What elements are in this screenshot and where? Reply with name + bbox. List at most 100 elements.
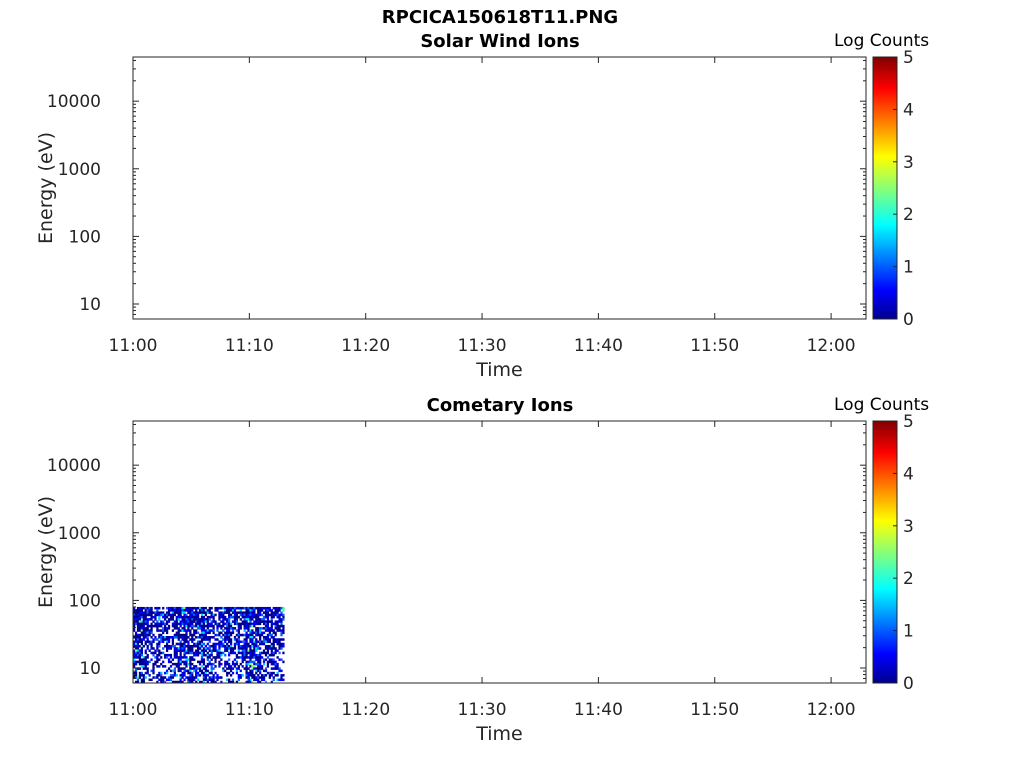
spectrogram-cell xyxy=(144,629,147,632)
spectrogram-cell xyxy=(229,674,233,677)
spectrogram-cell xyxy=(245,674,248,677)
spectrogram-cell xyxy=(251,636,254,639)
spectrogram-cell xyxy=(169,618,173,621)
spectrogram-cell xyxy=(196,620,200,623)
spectrogram-cell xyxy=(218,613,221,617)
spectrogram-cell xyxy=(251,656,254,659)
spectrogram-cell xyxy=(220,613,223,617)
spectrogram-cell xyxy=(138,609,142,612)
spectrogram-cell xyxy=(195,644,198,648)
spectrogram-cell xyxy=(193,633,196,637)
spectrogram-cell xyxy=(220,631,223,635)
spectrogram-cell xyxy=(210,606,213,610)
spectrogram-cell xyxy=(136,676,140,679)
spectrogram-cell xyxy=(270,647,273,650)
spectrogram-cell xyxy=(237,615,240,619)
spectrogram-cell xyxy=(259,622,262,626)
spectrogram-cell xyxy=(214,680,217,683)
spectrogram-cell xyxy=(245,676,248,679)
spectrogram-cell xyxy=(249,631,252,635)
spectrogram-cell xyxy=(228,678,231,682)
spectrogram-cell xyxy=(278,624,281,628)
spectrogram-cell xyxy=(169,676,173,679)
spectrogram-cell xyxy=(133,642,136,646)
spectrogram-cell xyxy=(169,647,173,650)
spectrogram-cell xyxy=(237,651,240,655)
spectrogram-cell xyxy=(214,620,217,623)
spectrogram-cell xyxy=(212,631,215,635)
spectrogram-cell xyxy=(154,618,157,621)
spectrogram-cell xyxy=(266,633,270,637)
spectrogram-cell xyxy=(179,611,182,614)
spectrogram-cell xyxy=(245,613,248,617)
spectrogram-cell xyxy=(247,671,250,675)
y-tick-label: 10 xyxy=(79,659,101,679)
spectrogram-cell xyxy=(162,627,165,630)
spectrogram-cell xyxy=(183,660,186,664)
spectrogram-cell xyxy=(249,620,252,623)
spectrogram-cell xyxy=(183,627,186,630)
spectrogram-cell xyxy=(193,644,196,648)
spectrogram-cell xyxy=(185,609,188,612)
spectrogram-cell xyxy=(142,615,145,619)
y-tick-label: 10000 xyxy=(47,92,101,112)
colorbar-tick-label: 0 xyxy=(903,310,914,330)
spectrogram-cell xyxy=(276,640,279,644)
spectrogram-cell xyxy=(241,613,244,617)
spectrogram-cell xyxy=(214,649,217,652)
spectrogram-cell xyxy=(140,662,143,666)
spectrogram-cell xyxy=(160,656,163,659)
spectrogram-cell xyxy=(189,665,192,668)
spectrogram-cell xyxy=(158,678,161,682)
spectrogram-cell xyxy=(191,640,194,644)
spectrogram-cell xyxy=(272,642,275,646)
spectrogram-cell xyxy=(193,618,196,621)
spectrogram-cell xyxy=(233,611,237,614)
spectrogram-cell xyxy=(171,638,175,641)
spectrogram-cell xyxy=(251,667,254,670)
spectrogram-cell xyxy=(257,618,260,621)
spectrogram-cell xyxy=(136,606,140,610)
spectrogram-cell xyxy=(255,678,258,682)
spectrogram-cell xyxy=(220,644,223,648)
spectrogram-cell xyxy=(162,611,165,614)
spectrogram-cell xyxy=(276,649,279,652)
spectrogram-cell xyxy=(164,615,167,619)
spectrogram-cell xyxy=(193,678,196,682)
spectrogram-cell xyxy=(228,633,231,637)
spectrogram-cell xyxy=(177,680,180,683)
spectrogram-cell xyxy=(189,633,192,637)
spectrogram-cell xyxy=(212,642,215,646)
spectrogram-cell xyxy=(195,671,198,675)
spectrogram-cell xyxy=(222,642,225,646)
spectrogram-cell xyxy=(233,665,237,668)
spectrogram-cell xyxy=(140,622,143,626)
spectrogram-cell xyxy=(280,613,283,617)
spectrogram-cell xyxy=(154,638,157,641)
spectrogram-cell xyxy=(224,665,227,668)
spectrogram-cell xyxy=(133,624,136,628)
spectrogram-cell xyxy=(229,680,233,683)
spectrogram-cell xyxy=(202,653,206,657)
spectrogram-cell xyxy=(231,647,235,650)
spectrogram-cell xyxy=(206,647,209,650)
spectrogram-cell xyxy=(251,651,254,655)
spectrogram-cell xyxy=(138,660,142,664)
spectrogram-cell xyxy=(233,647,237,650)
spectrogram-cell xyxy=(245,611,248,614)
spectrogram-cell xyxy=(278,618,281,621)
spectrogram-cell xyxy=(259,640,262,644)
spectrogram-cell xyxy=(158,615,161,619)
spectrogram-cell xyxy=(270,674,273,677)
spectrogram-cell xyxy=(270,649,273,652)
spectrogram-cell xyxy=(229,624,233,628)
spectrogram-cell xyxy=(138,627,142,630)
spectrogram-cell xyxy=(173,627,176,630)
spectrogram-cell xyxy=(241,615,244,619)
spectrogram-cell xyxy=(185,629,188,632)
spectrogram-cell xyxy=(142,633,145,637)
panel-title-solar-wind: Solar Wind Ions xyxy=(420,31,580,52)
spectrogram-cell xyxy=(264,620,268,623)
spectrogram-cell xyxy=(193,631,196,635)
spectrogram-cell xyxy=(189,669,192,673)
